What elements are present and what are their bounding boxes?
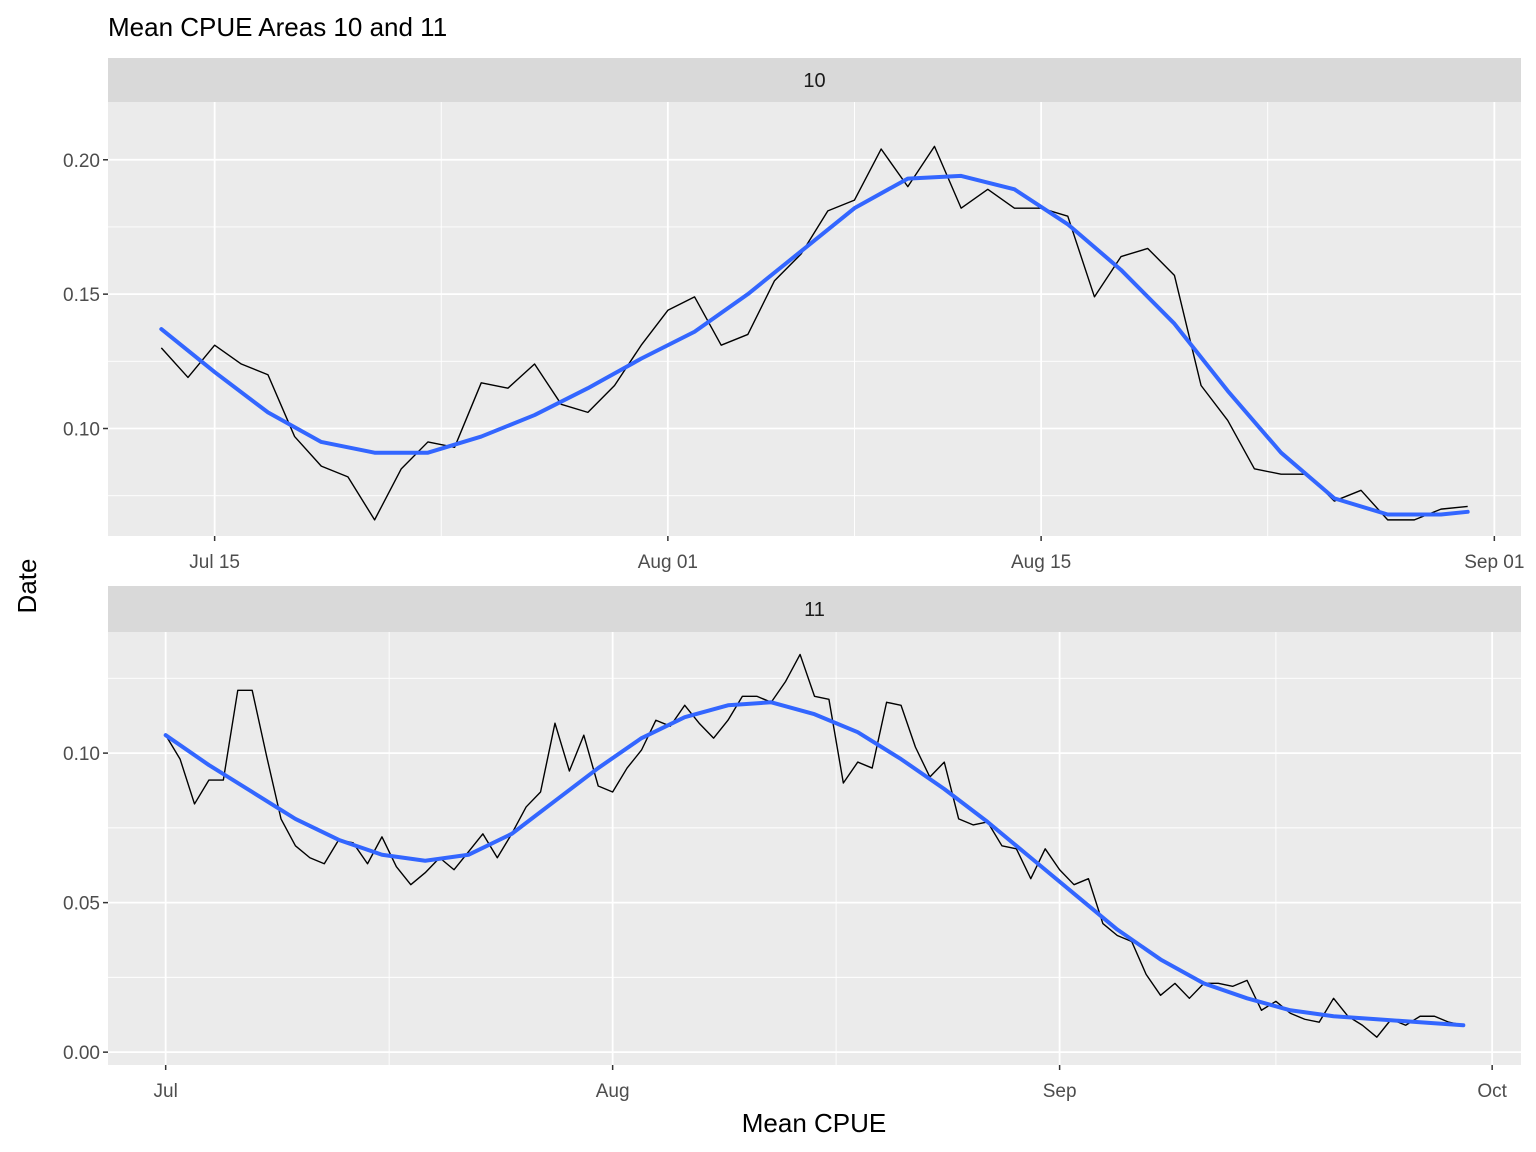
x-tick-label: Jul — [154, 1081, 178, 1102]
y-tick-label: 0.15 — [63, 285, 100, 306]
facet-panel-10: 10 0.10 0.15 0.20 Jul 15 Aug 01 Aug 15 Sep 01 — [63, 58, 1524, 573]
x-tick-label: Oct — [1477, 1081, 1507, 1102]
x-tick-label: Jul 15 — [189, 552, 240, 573]
smooth-trend-line — [163, 700, 1466, 1028]
y-axis-title: Date — [12, 559, 42, 614]
facet-panels: 10 0.10 0.15 0.20 Jul 15 Aug 01 Aug 15 Sep 01 11… — [63, 58, 1524, 1102]
y-tick-label: 0.05 — [63, 894, 100, 915]
x-tick-label: Aug 01 — [638, 552, 698, 573]
facet-strip — [108, 58, 1521, 102]
raw-cpue-line — [165, 653, 1464, 1038]
x-tick-label: Sep 01 — [1464, 552, 1524, 573]
y-tick-label: 0.20 — [63, 151, 100, 172]
raw-cpue-line — [160, 145, 1468, 521]
facet-strip — [108, 586, 1521, 632]
x-axis-title: Mean CPUE — [742, 1108, 887, 1138]
facet-strip-label: 11 — [804, 599, 825, 621]
x-tick-label: Aug — [596, 1081, 630, 1102]
facet-panel-11: 11 0.00 0.05 0.10 Jul Aug Sep Oct — [63, 586, 1521, 1102]
y-tick-label: 0.00 — [63, 1043, 100, 1064]
smooth-trend-line — [159, 173, 1470, 517]
panel-background — [108, 632, 1521, 1065]
x-tick-label: Sep — [1043, 1081, 1077, 1102]
x-tick-label: Aug 15 — [1011, 552, 1071, 573]
y-tick-label: 0.10 — [63, 744, 100, 765]
series-group — [159, 145, 1470, 521]
series-group — [163, 653, 1466, 1038]
y-tick-label: 0.10 — [63, 420, 100, 441]
panel-background — [108, 102, 1521, 536]
facet-strip-label: 10 — [803, 70, 825, 92]
chart-title: Mean CPUE Areas 10 and 11 — [108, 12, 447, 42]
